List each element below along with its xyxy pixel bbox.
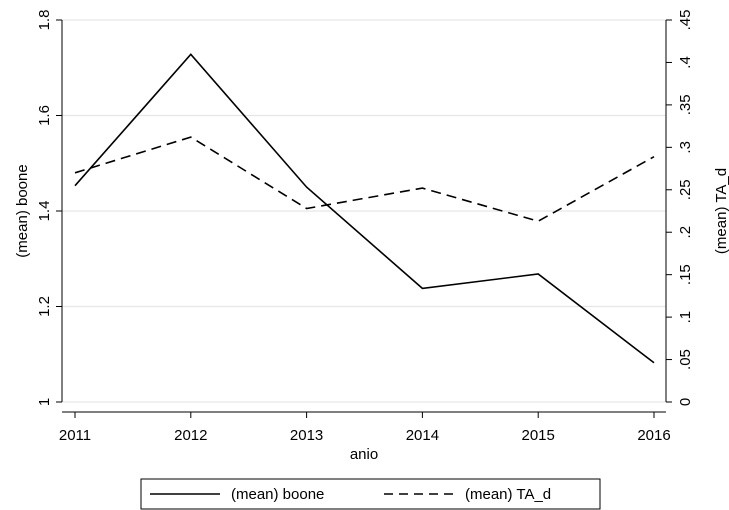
right-tick-label: .1 — [677, 311, 694, 324]
series-line-boone — [74, 53, 655, 364]
left-tick-label: 1.8 — [36, 10, 53, 31]
left-tick-label: 1.2 — [36, 296, 53, 317]
x-axis-ticks: 2011 2012 2013 2014 2015 2016 — [59, 412, 671, 444]
legend-label-ta-d: (mean) TA_d — [465, 486, 551, 503]
x-tick-label: 2016 — [637, 427, 670, 444]
legend: (mean) boone (mean) TA_d — [140, 478, 601, 510]
x-axis-title: anio — [350, 446, 378, 463]
right-tick-label: .25 — [677, 179, 694, 200]
x-tick-label: 2012 — [174, 427, 207, 444]
right-tick-label: .45 — [677, 10, 694, 31]
left-tick-label: 1.6 — [36, 105, 53, 126]
right-tick-label: .3 — [677, 141, 694, 154]
x-tick-label: 2015 — [522, 427, 555, 444]
x-tick-label: 2011 — [59, 427, 91, 444]
left-tick-label: 1.4 — [36, 201, 53, 222]
gridlines — [62, 19, 666, 403]
left-tick-label: 1 — [36, 398, 53, 406]
series-line-ta-d — [74, 136, 655, 223]
left-axis-title: (mean) boone — [14, 164, 31, 257]
x-tick-label: 2014 — [406, 427, 439, 444]
right-tick-label: .35 — [677, 94, 694, 115]
series-lines — [74, 53, 655, 364]
right-axis-ticks: 0 .05 .1 .15 .2 .25 .3 .35 .4 .45 — [666, 10, 694, 406]
left-axis-ticks: 1 1.2 1.4 1.6 1.8 — [36, 10, 62, 406]
right-tick-label: .05 — [677, 349, 694, 370]
right-tick-label: .4 — [677, 56, 694, 69]
right-tick-label: .15 — [677, 264, 694, 285]
right-tick-label: .2 — [677, 226, 694, 239]
x-tick-label: 2013 — [290, 427, 323, 444]
right-axis-title: (mean) TA_d — [713, 168, 729, 254]
legend-label-boone: (mean) boone — [231, 486, 324, 503]
right-tick-label: 0 — [677, 398, 694, 406]
